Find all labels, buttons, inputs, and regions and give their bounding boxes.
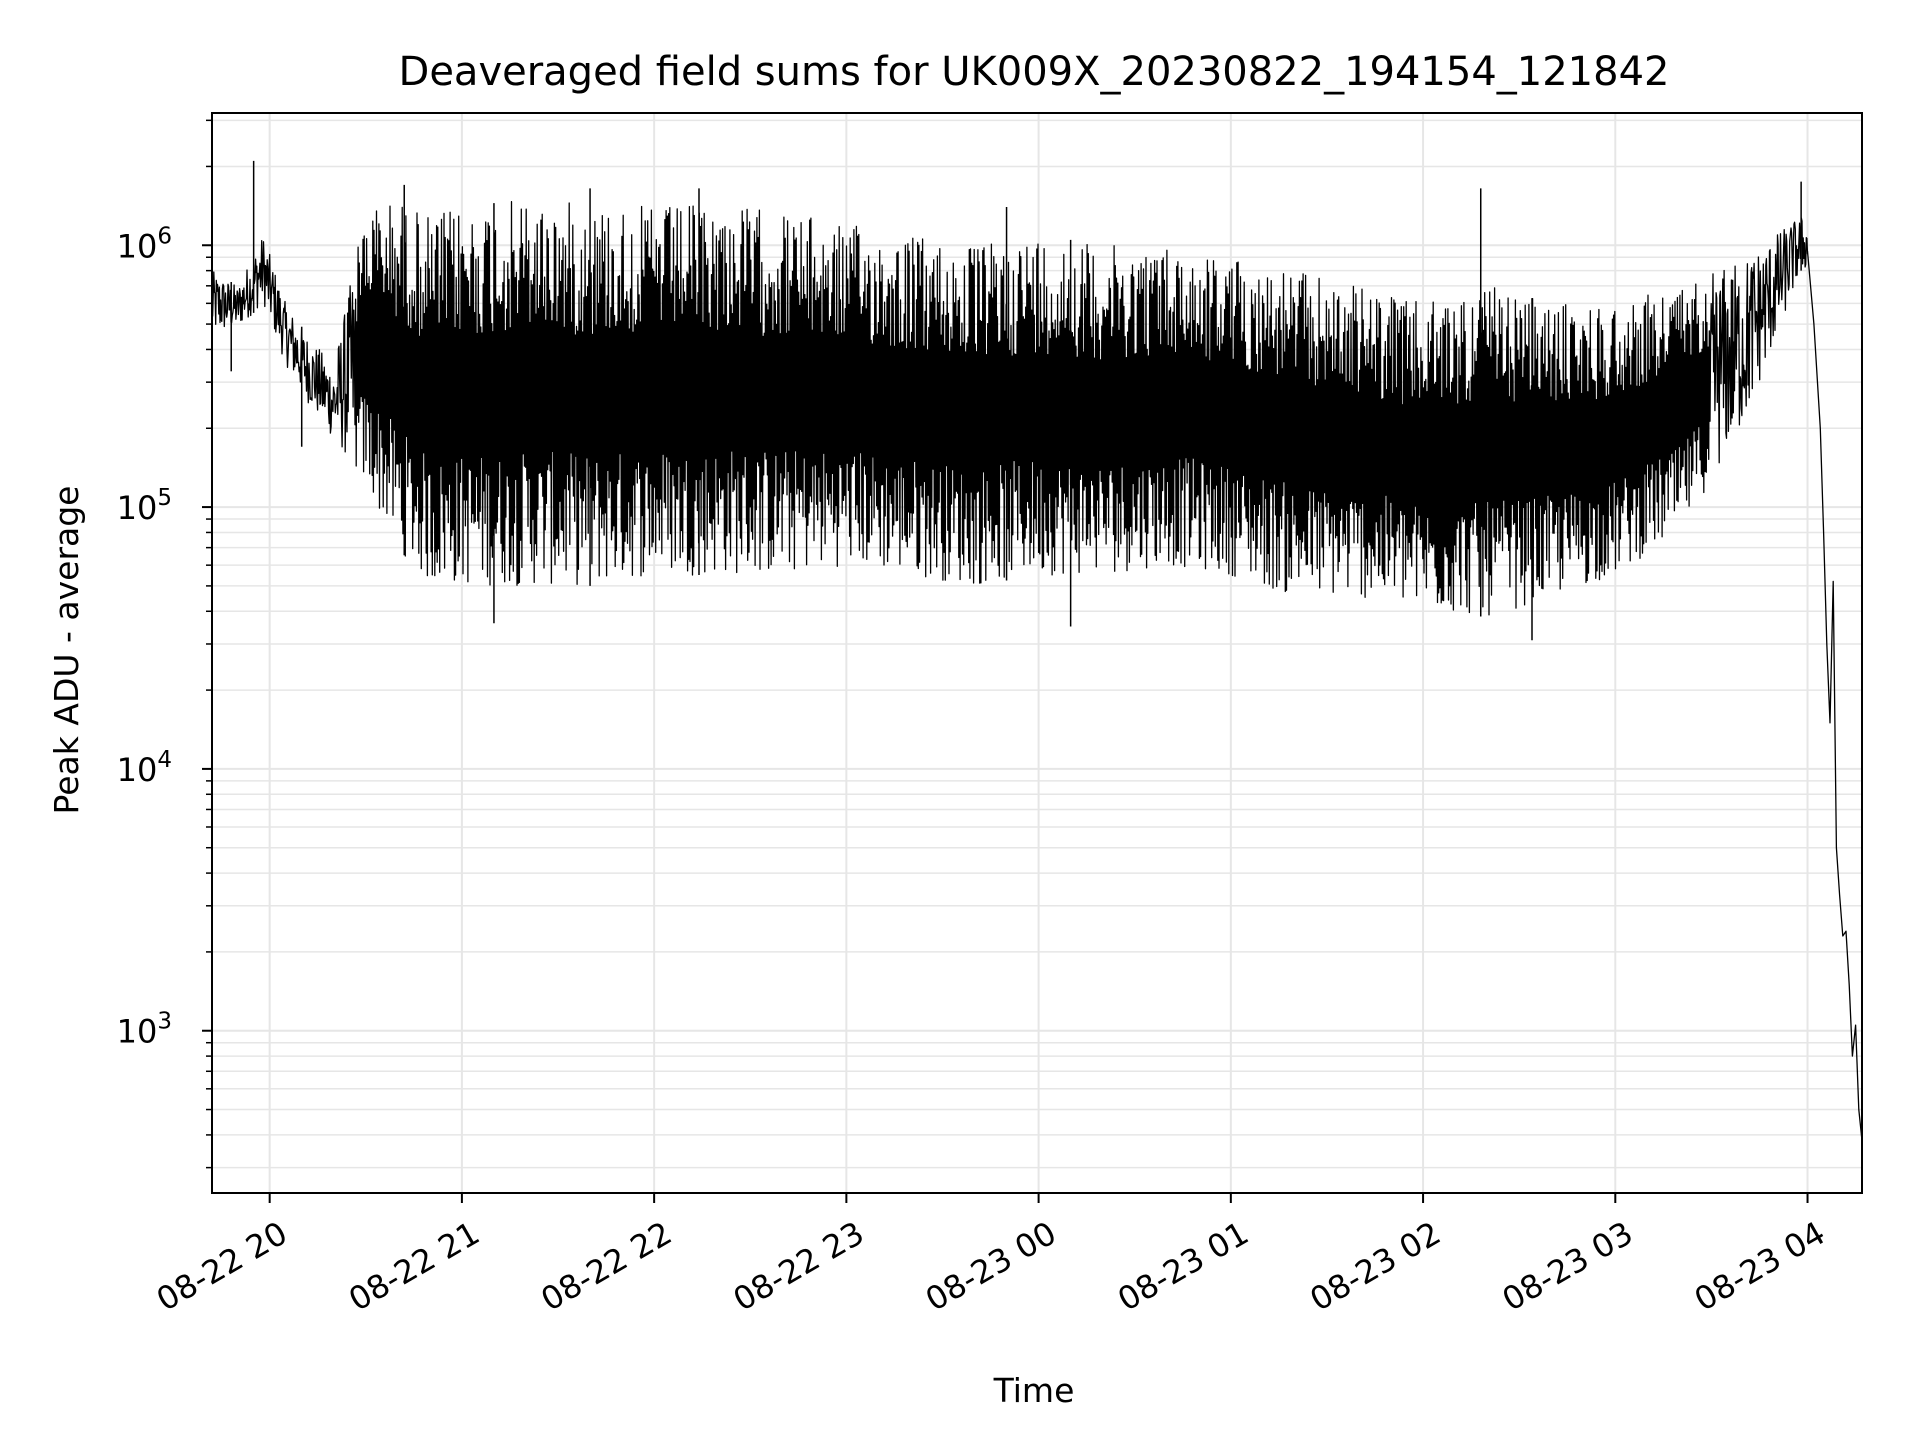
y-tick-label: 106 xyxy=(117,223,172,265)
plot-frame xyxy=(211,112,1863,1194)
series-line xyxy=(211,201,1863,1141)
y-tick-label: 103 xyxy=(117,1009,172,1051)
series xyxy=(211,160,1863,1141)
y-axis-label: Peak ADU - average xyxy=(47,486,86,815)
y-tick-label: 105 xyxy=(117,485,172,527)
chart-title: Deaveraged field sums for UK009X_2023082… xyxy=(399,49,1670,95)
x-axis-label: Time xyxy=(993,1371,1075,1410)
y-tick-label: 104 xyxy=(117,747,172,789)
